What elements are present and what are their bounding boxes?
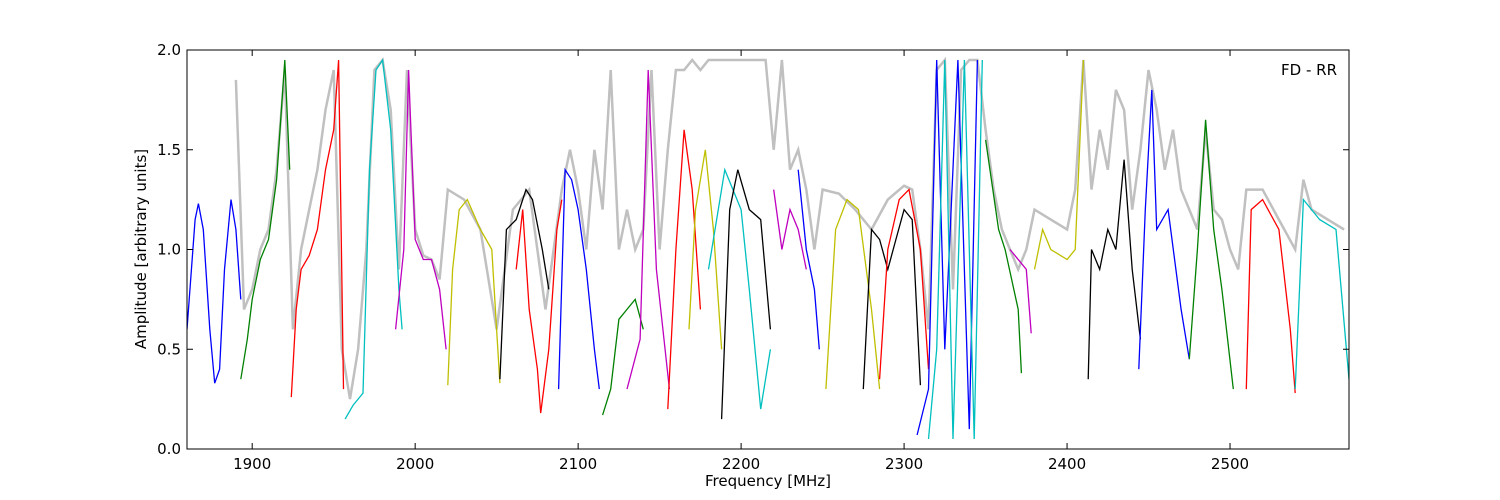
y-tick-label: 1.5 (157, 141, 181, 159)
plot-area (187, 56, 1349, 440)
y-axis-label: Amplitude [arbitrary units] (132, 149, 150, 349)
series-line (1138, 89, 1190, 370)
series-line (667, 129, 702, 410)
series-line (927, 59, 983, 440)
series-line (878, 188, 930, 380)
series-line (626, 69, 671, 390)
series-line (601, 298, 644, 416)
series-line (862, 208, 922, 390)
y-tick-label: 1.0 (157, 241, 181, 259)
x-tick-label: 1900 (233, 455, 271, 473)
x-tick-label: 2000 (396, 455, 434, 473)
series-line (1009, 249, 1032, 334)
series-line (234, 56, 1345, 400)
x-tick-label: 2400 (1048, 455, 1086, 473)
x-tick-label: 2500 (1211, 455, 1249, 473)
series-line (240, 59, 291, 380)
y-tick-label: 0.5 (157, 340, 181, 358)
series-line (720, 169, 772, 420)
x-tick-label: 2100 (559, 455, 597, 473)
series-line (1245, 198, 1296, 394)
series-line (1188, 119, 1234, 390)
series-line (825, 198, 881, 390)
series-line (984, 139, 1023, 374)
x-tick-label: 2200 (722, 455, 760, 473)
series-line (499, 188, 550, 380)
axes-frame (186, 49, 1350, 450)
series-line (344, 58, 403, 420)
series-line (688, 149, 723, 350)
series-line (187, 199, 242, 384)
series-line (1033, 59, 1085, 270)
series-line (394, 69, 447, 350)
x-axis-label: Frequency [MHz] (705, 472, 831, 490)
series-line (773, 189, 807, 270)
series-line (797, 169, 820, 350)
x-tick-label: 2300 (885, 455, 923, 473)
series-line (515, 199, 563, 414)
annotation: FD - RR (1281, 61, 1337, 79)
series-line (707, 167, 772, 410)
series-line (557, 167, 600, 390)
series-line (1294, 197, 1349, 390)
series-line (916, 59, 979, 436)
series-line (290, 59, 345, 398)
y-tick-label: 2.0 (157, 41, 181, 59)
series-line (447, 198, 501, 386)
series-line (1087, 159, 1142, 380)
y-tick-label: 0.0 (157, 440, 181, 458)
